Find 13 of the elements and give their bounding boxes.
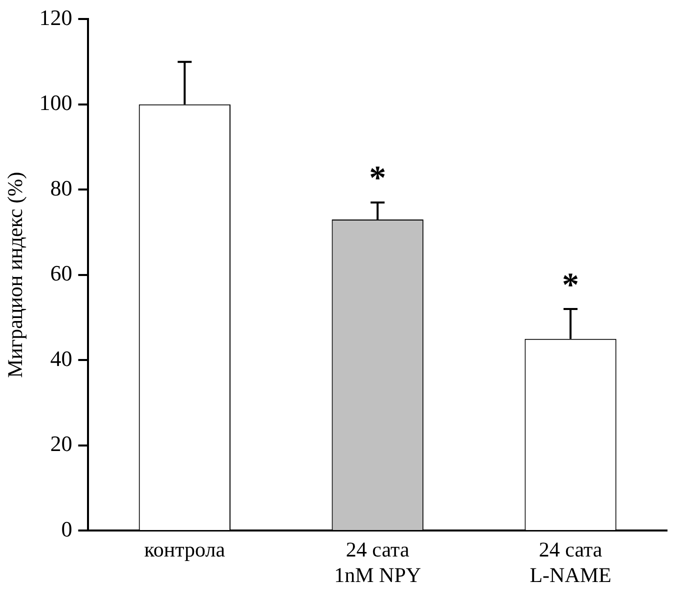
y-tick-label: 120 (39, 4, 72, 30)
y-tick-label: 40 (50, 346, 72, 371)
x-tick-label: 24 сата L-NAME (530, 538, 612, 587)
y-tick-label: 60 (50, 260, 72, 286)
x-tick-label: контрола (144, 538, 226, 562)
y-tick-label: 80 (50, 175, 72, 200)
y-tick-label: 20 (50, 431, 72, 456)
y-tick-label: 0 (61, 516, 72, 542)
annotation: * (369, 160, 386, 198)
annotation: * (562, 266, 580, 304)
y-axis-title: Миграцион индекс (%) (3, 172, 28, 378)
y-tick-label: 100 (39, 90, 72, 116)
x-tick-label: 24 сата 1nM NPY (334, 538, 422, 587)
